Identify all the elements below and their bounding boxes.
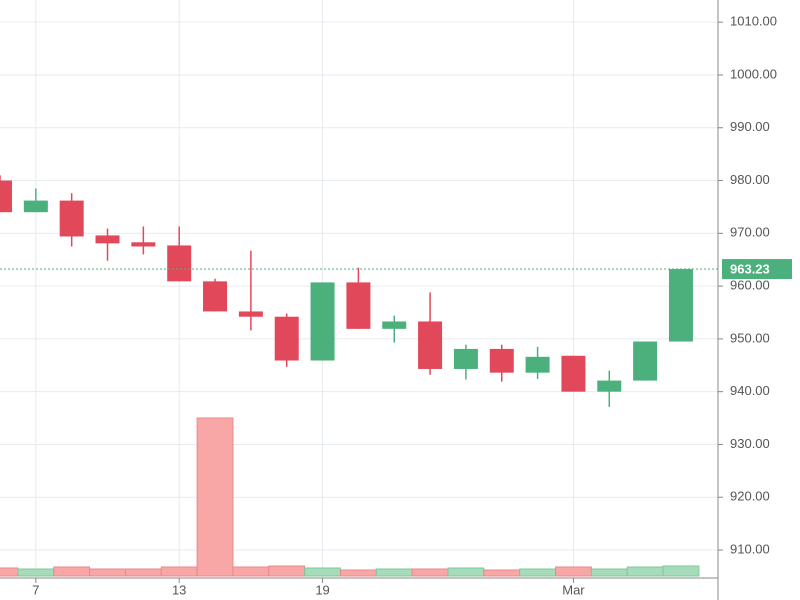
candle-body — [95, 235, 120, 244]
candle-body — [668, 269, 693, 342]
volume-bar — [89, 568, 126, 577]
volume-bar — [662, 565, 700, 577]
candle-body — [382, 321, 407, 329]
volume-bar — [519, 568, 557, 577]
x-tick-label: Mar — [562, 582, 585, 597]
volume-bar — [339, 569, 377, 577]
volume-bar — [375, 568, 413, 577]
candle-body — [418, 321, 443, 369]
candle-body — [131, 242, 156, 247]
last-price-label: 963.23 — [730, 261, 770, 276]
volume-bar — [17, 568, 55, 577]
candle-body — [525, 356, 550, 373]
volume-bar — [447, 567, 485, 577]
y-tick-label: 940.00 — [730, 383, 770, 398]
candle-body — [0, 180, 12, 213]
x-tick-label: 7 — [32, 582, 39, 597]
x-tick-label: 13 — [172, 582, 186, 597]
volume-bar — [268, 565, 306, 577]
y-tick-label: 980.00 — [730, 172, 770, 187]
candle-body — [561, 355, 586, 392]
y-tick-label: 1000.00 — [730, 66, 777, 81]
last-price-box — [722, 259, 792, 280]
candle-body — [167, 245, 192, 282]
candle-body — [59, 200, 84, 237]
volume-bar — [232, 566, 270, 577]
candle-body — [453, 348, 478, 369]
volume-bar — [411, 568, 449, 577]
volume-bar — [555, 566, 592, 577]
y-tick-label: 970.00 — [730, 225, 770, 240]
volume-bar — [53, 566, 91, 577]
y-tick-label: 1010.00 — [730, 14, 777, 29]
candle-body — [346, 282, 371, 329]
volume-bar — [626, 566, 664, 577]
y-tick-label: 910.00 — [730, 541, 770, 556]
candle-body — [310, 282, 335, 361]
volume-bar — [124, 568, 162, 577]
y-tick-label: 950.00 — [730, 330, 770, 345]
y-tick-label: 920.00 — [730, 489, 770, 504]
candle-body — [274, 316, 299, 361]
candle-body — [238, 311, 263, 317]
candle-body — [23, 200, 48, 213]
y-tick-label: 990.00 — [730, 119, 770, 134]
candle-body — [597, 380, 622, 392]
candle-body — [633, 341, 658, 381]
candle-body — [489, 348, 514, 373]
volume-bar — [0, 567, 19, 577]
volume-bar — [304, 567, 341, 577]
volume-bar — [590, 568, 628, 577]
y-tick-label: 960.00 — [730, 278, 770, 293]
y-tick-label: 930.00 — [730, 436, 770, 451]
volume-bar — [160, 566, 198, 577]
volume-bar — [483, 569, 521, 577]
volume-bar — [196, 417, 234, 577]
x-tick-label: 19 — [315, 582, 329, 597]
candle-body — [203, 281, 228, 312]
